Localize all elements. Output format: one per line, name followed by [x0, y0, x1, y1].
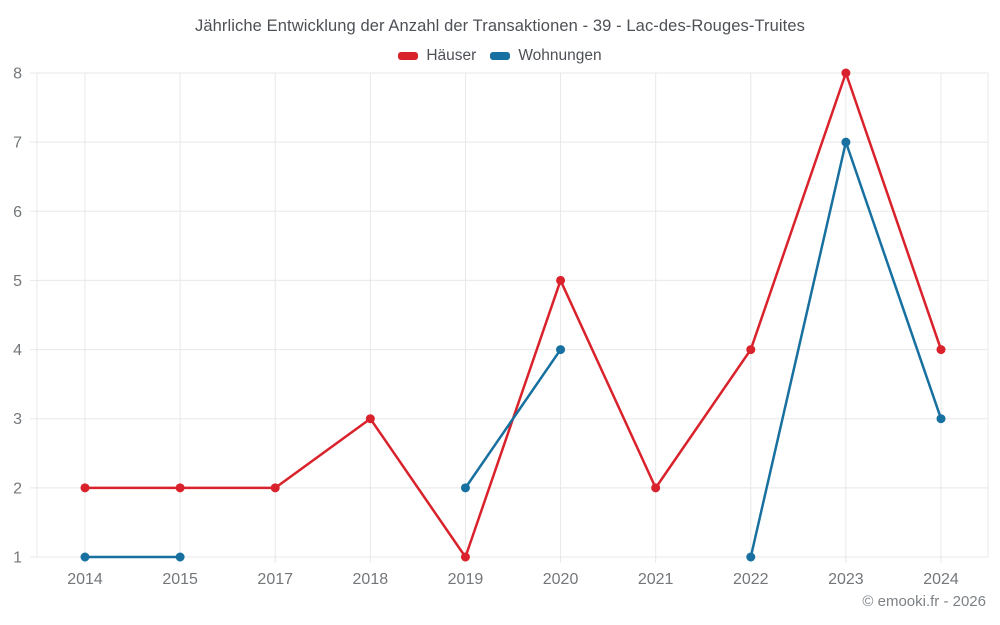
x-tick-label: 2014 [67, 571, 103, 588]
y-tick-label: 2 [13, 480, 22, 497]
series-line-hauser [83, 71, 943, 559]
legend-label: Häuser [426, 47, 477, 64]
wohnungen-point-2014[interactable] [80, 552, 90, 562]
x-tick-label: 2023 [828, 571, 864, 588]
hauser-point-2023[interactable] [841, 68, 851, 78]
hauser-point-2020[interactable] [556, 275, 566, 285]
wohnungen-point-2020[interactable] [556, 345, 566, 355]
x-tick-label: 2018 [353, 571, 389, 588]
hauser-point-2022[interactable] [746, 345, 756, 355]
hauser-series-marker-icon [398, 52, 419, 60]
legend-label: Wohnungen [518, 47, 602, 64]
chart-title: Jährliche Entwicklung der Anzahl der Tra… [195, 17, 805, 35]
wohnungen-point-2019[interactable] [460, 483, 470, 493]
y-tick-label: 5 [13, 273, 22, 290]
x-tick-label: 2017 [257, 571, 293, 588]
y-tick-label: 1 [13, 550, 22, 567]
chart-legend: Häuser Wohnungen [0, 47, 1000, 65]
y-tick-label: 7 [13, 135, 22, 152]
x-tick-label: 2020 [543, 571, 579, 588]
x-tick-label: 2022 [733, 571, 769, 588]
wohnungen-point-2024[interactable] [936, 414, 946, 424]
hauser-point-2021[interactable] [651, 483, 661, 493]
y-tick-label: 6 [13, 204, 22, 221]
x-tick-label: 2015 [162, 571, 198, 588]
legend-item-wohnungen[interactable]: Wohnungen [490, 47, 602, 65]
y-tick-label: 3 [13, 411, 22, 428]
y-tick-label: 8 [13, 66, 22, 83]
hauser-point-2018[interactable] [365, 414, 375, 424]
wohnungen-point-2022[interactable] [746, 552, 756, 562]
series-line-wohnungen [464, 348, 562, 490]
hauser-point-2019[interactable] [460, 552, 470, 562]
copyright-text: © emooki.fr - 2026 [862, 593, 986, 610]
x-tick-label: 2019 [448, 571, 484, 588]
x-tick-label: 2021 [638, 571, 674, 588]
wohnungen-point-2023[interactable] [841, 137, 851, 147]
y-tick-label: 4 [13, 342, 22, 359]
x-tick-label: 2024 [923, 571, 959, 588]
legend-item-hauser[interactable]: Häuser [398, 47, 476, 65]
hauser-point-2014[interactable] [80, 483, 90, 493]
hauser-point-2024[interactable] [936, 345, 946, 355]
wohnungen-series-marker-icon [490, 52, 511, 60]
wohnungen-point-2015[interactable] [175, 552, 185, 562]
hauser-point-2015[interactable] [175, 483, 185, 493]
hauser-point-2017[interactable] [270, 483, 280, 493]
